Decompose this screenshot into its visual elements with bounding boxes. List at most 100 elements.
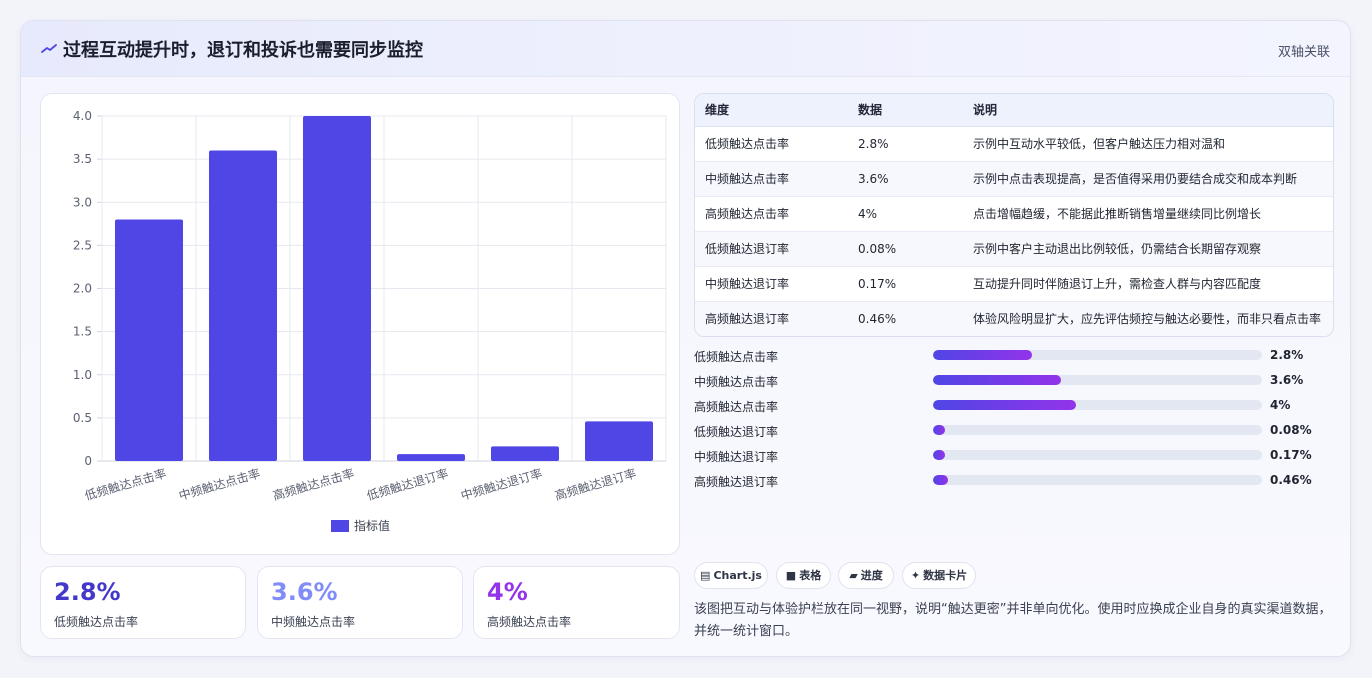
table-cell: 2.8% — [858, 137, 889, 151]
progress-label: 高频触达退订率 — [694, 475, 779, 489]
table-icon: ■ — [785, 569, 797, 582]
progress-label: 低频触达点击率 — [694, 350, 779, 364]
progress-fill — [933, 350, 1032, 360]
progress-row: 高频触达点击率 4% — [694, 395, 1334, 415]
column-header: 数据 — [858, 103, 883, 117]
column-header: 维度 — [705, 103, 730, 117]
kpi-label: 低频触达点击率 — [54, 615, 139, 629]
table-cell: 0.17% — [858, 277, 897, 291]
x-tick-label: 低频触达退订率 — [365, 465, 450, 503]
kpi-label: 高频触达点击率 — [487, 615, 572, 629]
table-row: 高频触达退订率 0.46% 体验风险明显扩大，应先评估频控与触达必要性，而非只看… — [695, 302, 1333, 336]
y-tick-label: 2.5 — [73, 238, 92, 252]
table-cell: 高频触达点击率 — [705, 207, 790, 221]
header-badge: 双轴关联 — [1277, 45, 1330, 60]
table-row: 低频触达点击率 2.8% 示例中互动水平较低，但客户触达压力相对温和 — [695, 127, 1333, 162]
table-cell: 中频触达退订率 — [705, 277, 790, 291]
chip-label: Chart.js — [713, 569, 762, 582]
progress-icon: ▰ — [849, 569, 858, 582]
table-header: 维度 数据 说明 — [695, 94, 1333, 127]
chip-label: 表格 — [799, 569, 822, 582]
table-cell: 体验风险明显扩大，应先评估频控与触达必要性，而非只看点击率 — [973, 312, 1322, 326]
y-tick-label: 0.5 — [73, 411, 92, 425]
progress-label: 低频触达退订率 — [694, 425, 779, 439]
table-row: 低频触达退订率 0.08% 示例中客户主动退出比例较低，仍需结合长期留存观察 — [695, 232, 1333, 267]
table-cell: 低频触达点击率 — [705, 137, 790, 151]
progress-label: 中频触达退订率 — [694, 450, 779, 464]
table-cell: 互动提升同时伴随退订上升，需检查人群与内容匹配度 — [973, 277, 1262, 291]
table-cell: 示例中点击表现提高，是否值得采用仍要结合成交和成本判断 — [973, 172, 1298, 186]
sparkle-icon: ✦ — [910, 569, 921, 582]
progress-track — [933, 475, 1262, 485]
card-header: 过程互动提升时，退订和投诉也需要同步监控 双轴关联 — [21, 21, 1350, 77]
chip-label: 数据卡片 — [923, 569, 968, 582]
progress-label: 中频触达点击率 — [694, 375, 779, 389]
y-tick-label: 3.0 — [73, 195, 92, 209]
y-tick-label: 1.0 — [73, 368, 92, 382]
trend-line-icon — [41, 44, 57, 53]
chip-chartjs[interactable]: ▤ Chart.js — [694, 562, 768, 589]
table-row: 中频触达点击率 3.6% 示例中点击表现提高，是否值得采用仍要结合成交和成本判断 — [695, 162, 1333, 197]
legend-label: 指标值 — [354, 518, 390, 533]
chart-panel: 0 0.5 1.0 1.5 2.0 2.5 3.0 3.5 4.0 低频触达点击率 中频触达点击率高… — [40, 93, 680, 555]
table-cell: 3.6% — [858, 172, 889, 186]
table-cell: 4% — [858, 207, 878, 221]
progress-row: 中频触达点击率 3.6% — [694, 370, 1334, 390]
bar-4 — [491, 446, 559, 461]
y-tick-label: 1.5 — [73, 325, 92, 339]
column-header: 说明 — [973, 103, 998, 117]
progress-fill — [933, 425, 945, 435]
kpi-value: 3.6% — [271, 578, 338, 606]
x-tick-label: 高频触达退订率 — [553, 465, 638, 503]
table-cell: 点击增幅趋缓，不能据此推断销售增量继续同比例增长 — [973, 207, 1262, 221]
bar-3 — [397, 454, 465, 461]
page-title: 过程互动提升时，退订和投诉也需要同步监控 — [63, 40, 423, 61]
bar-0 — [115, 219, 183, 461]
x-tick-label: 中频触达退订率 — [459, 465, 544, 503]
table-cell: 低频触达退订率 — [705, 242, 790, 256]
progress-value: 2.8% — [1270, 348, 1304, 362]
progress-value: 0.08% — [1270, 423, 1312, 437]
progress-value: 0.46% — [1270, 473, 1312, 487]
progress-track — [933, 375, 1262, 385]
progress-row: 高频触达退订率 0.46% — [694, 470, 1334, 490]
progress-row: 低频触达点击率 2.8% — [694, 345, 1334, 365]
progress-track — [933, 450, 1262, 460]
table-cell: 示例中客户主动退出比例较低，仍需结合长期留存观察 — [973, 242, 1262, 256]
kpi-card-high-click: 4% 高频触达点击率 — [473, 566, 680, 639]
chart-icon: ▤ — [700, 569, 711, 582]
kpi-card-low-click: 2.8% 低频触达点击率 — [40, 566, 246, 639]
progress-fill — [933, 375, 1062, 385]
bar-chart: 00.51.01.52.02.53.03.54.0低频触达点击率 中频触达点击率高… — [73, 109, 667, 533]
kpi-value: 2.8% — [54, 578, 121, 606]
progress-value: 3.6% — [1270, 373, 1304, 387]
chip-data-cards[interactable]: ✦ 数据卡片 — [902, 562, 976, 589]
chip-progress[interactable]: ▰ 进度 — [838, 562, 894, 589]
x-tick-label: 低频触达点击率 — [83, 465, 168, 503]
progress-fill — [933, 400, 1077, 410]
progress-row: 低频触达退订率 0.08% — [694, 420, 1334, 440]
chip-label: 进度 — [860, 569, 883, 582]
progress-value: 0.17% — [1270, 448, 1312, 462]
table-row: 中频触达退订率 0.17% 互动提升同时伴随退订上升，需检查人群与内容匹配度 — [695, 267, 1333, 302]
description-note: 该图把互动与体验护栏放在同一视野，说明“触达更密”并非单向优化。使用时应换成企业… — [694, 602, 1332, 639]
progress-label: 高频触达点击率 — [694, 400, 779, 414]
table-cell: 0.08% — [858, 242, 897, 256]
dashboard-card: 过程互动提升时，退订和投诉也需要同步监控 双轴关联 0 0.5 1.0 1.5 2.0 2… — [20, 20, 1351, 657]
progress-fill — [933, 450, 945, 460]
kpi-label: 中频触达点击率 — [271, 615, 356, 629]
progress-track — [933, 425, 1262, 435]
progress-track — [933, 350, 1262, 360]
y-tick-label: 4.0 — [73, 109, 92, 123]
bar-5 — [585, 421, 653, 461]
chip-table[interactable]: ■ 表格 — [776, 562, 831, 589]
table-cell: 中频触达点击率 — [705, 172, 790, 186]
kpi-card-mid-click: 3.6% 中频触达点击率 — [257, 566, 463, 639]
table-cell: 示例中互动水平较低，但客户触达压力相对温和 — [973, 137, 1226, 151]
progress-track — [933, 400, 1262, 410]
bar-1 — [209, 150, 277, 461]
x-tick-label: 中频触达点击率 — [177, 465, 262, 503]
kpi-value: 4% — [487, 578, 528, 606]
table-cell: 高频触达退订率 — [705, 312, 790, 326]
table-row: 高频触达点击率 4% 点击增幅趋缓，不能据此推断销售增量继续同比例增长 — [695, 197, 1333, 232]
